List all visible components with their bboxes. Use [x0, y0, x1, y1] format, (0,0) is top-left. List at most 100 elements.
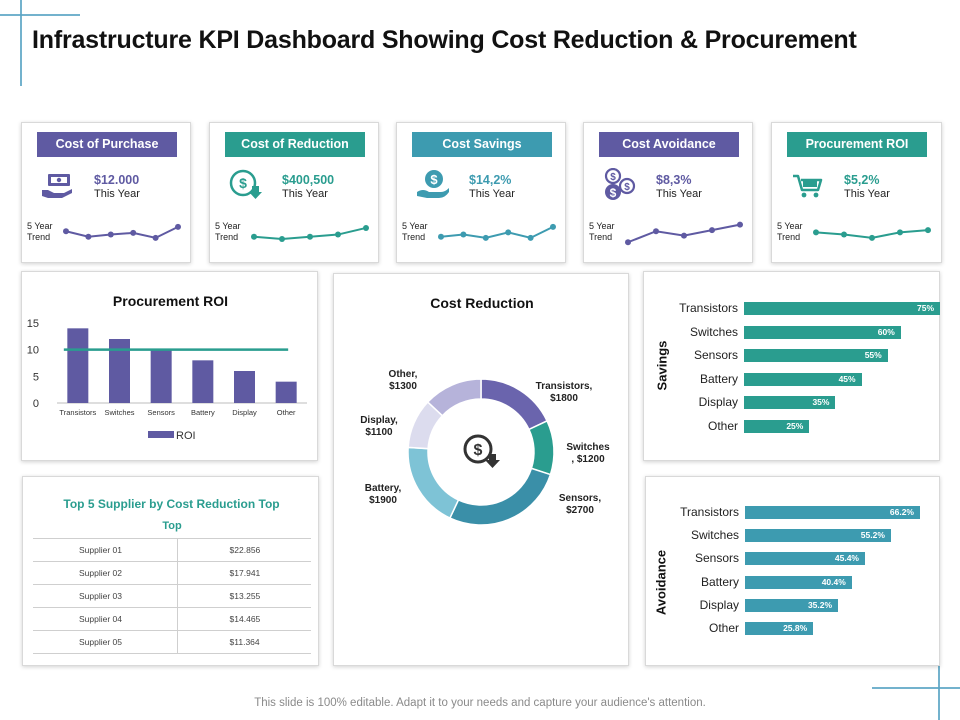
dollar-down-icon: $ [228, 168, 264, 202]
kpi-value: $8,3% [656, 173, 692, 187]
kpi-trend-label: 5 Year Trend [777, 221, 803, 242]
cost-reduction-chart: Transistors, $1800 Switches, $1200 Sensors,… [360, 369, 610, 526]
sparkline-point [505, 229, 512, 236]
sparkline-point [460, 231, 467, 238]
roi-ytick: 15 [27, 318, 39, 330]
svg-text:$: $ [610, 172, 616, 183]
hbar-category-label: Switches [689, 324, 738, 339]
hbar-value-label: 35.2% [807, 599, 833, 610]
sparkline-point [482, 234, 489, 241]
hbar-category-label: Other [707, 419, 738, 433]
donut-data-label: Other, $1300 [389, 369, 418, 392]
table-row: Supplier 05 $11.364 [33, 630, 311, 654]
roi-bar [109, 339, 130, 403]
kpi-card-5: Procurement ROI $5,2% This Year 5 Year Tren… [771, 122, 942, 263]
sparkline-point [625, 239, 631, 246]
sparkline-point [709, 227, 715, 234]
kpi-card-3: Cost Savings $ $14,2% This Year 5 Year Trend [396, 122, 566, 263]
sparkline-point [152, 234, 159, 241]
hbar-value-label: 60% [877, 326, 895, 337]
sparkline-point [550, 223, 556, 230]
hbar-category-label: Switches [690, 528, 739, 543]
procurement-roi-chart: 0 5 10 15 Transistors Switches Sensors Battery D… [27, 318, 307, 442]
hbar-sensors: 55% [744, 349, 888, 363]
kpi-card-2: Cost of Reduction $ $400,500 This Year 5 Yea… [209, 122, 379, 263]
hbar-value-label: 25.8% [783, 623, 808, 633]
sparkline-point [279, 235, 285, 242]
sparkline-point [527, 234, 534, 241]
supplier-value: $17.941 [176, 561, 311, 585]
roi-legend-swatch [148, 431, 174, 438]
kpi-value: $12.000 [94, 173, 140, 187]
donut-data-label: Sensors, $2700 [559, 493, 601, 516]
kpi-value: $14,2% [469, 173, 512, 187]
donut-slice-battery [407, 446, 460, 520]
dollar-hand-icon: $ [415, 168, 451, 202]
svg-text:$: $ [624, 182, 630, 193]
roi-xtick: Sensors [147, 408, 175, 417]
table-row: Supplier 04 $14.465 [33, 607, 311, 631]
sparkline-point [653, 228, 659, 235]
svg-text:$: $ [239, 175, 247, 191]
hbar-other: 25.8% [745, 622, 814, 635]
svg-text:$: $ [474, 442, 483, 459]
supplier-panel: Top 5 Supplier by Cost Reduction Top Top… [22, 476, 319, 666]
roi-legend-label: ROI [176, 430, 196, 442]
roi-bar [150, 349, 172, 403]
decor-stroke-top-h [0, 14, 80, 16]
supplier-table-title: Top 5 Supplier by Cost Reduction Top [63, 497, 280, 511]
svg-text:$: $ [430, 172, 438, 187]
kpi-trend-label: 5 Year Trend [402, 221, 428, 242]
kpi-label: Cost Savings [412, 132, 552, 157]
hbar-value-label: 55% [864, 350, 882, 361]
hbar-switches: 55.2% [745, 529, 891, 543]
sparkline-point [307, 233, 313, 240]
table-row: Supplier 02 $17.941 [33, 561, 311, 585]
table-row: Supplier 01 $22.856 [33, 538, 311, 562]
avoidance-panel: Avoidance Transistors 66.2% Switches 55.2% S… [645, 476, 940, 666]
hbar-other: 25% [744, 420, 810, 433]
sparkline-line [440, 225, 554, 239]
hbar-value-label: 45.4% [834, 553, 859, 564]
sparkline-point [335, 231, 341, 238]
sparkline-point [251, 233, 257, 240]
hbar-category-label: Battery [700, 574, 739, 589]
roi-xtick: Display [232, 408, 257, 417]
procurement-roi-title: Procurement ROI [112, 293, 229, 309]
dollar-down-icon: $ [463, 434, 500, 468]
kpi-trend-label: 5 Year Trend [215, 221, 241, 242]
money-hand-icon [40, 168, 76, 202]
roi-xtick: Battery [191, 408, 215, 417]
sparkline-point [438, 233, 444, 240]
hbar-category-label: Transistors [679, 301, 738, 315]
kpi-period: This Year [844, 188, 890, 200]
hbar-value-label: 35% [812, 397, 830, 408]
sparkline-point [737, 221, 743, 228]
roi-bar [234, 371, 255, 403]
supplier-name: Supplier 03 [33, 584, 178, 608]
hbar-category-label: Other [708, 621, 739, 635]
hbar-category-label: Transistors [680, 505, 739, 519]
hbar-value-label: 55.2% [860, 530, 885, 541]
hbar-battery: 40.4% [745, 575, 852, 589]
decor-stroke-bottom-v [938, 664, 940, 720]
kpi-value: $400,500 [282, 173, 335, 187]
supplier-name: Supplier 04 [33, 607, 178, 631]
savings-panel: Savings Transistors 75% Switches 60% Sensors… [643, 271, 940, 461]
donut-slice-switches [527, 419, 555, 476]
hbar-value-label: 25% [786, 421, 804, 431]
hbar-sensors: 45.4% [745, 552, 865, 566]
supplier-value: $14.465 [176, 607, 311, 631]
hbar-category-label: Display [699, 597, 739, 612]
page-title: Infrastructure KPI Dashboard Showing Cos… [32, 26, 857, 54]
sparkline-point [85, 233, 92, 240]
hbar-category-label: Battery [699, 371, 738, 386]
donut-data-label: Switches, $1200 [566, 442, 610, 465]
cart-icon [790, 168, 826, 202]
supplier-table-header: Top [33, 515, 311, 539]
hbar-transistors: 75% [744, 302, 940, 315]
supplier-table-header-row: Top [33, 515, 311, 539]
roi-ytick: 0 [33, 398, 39, 410]
savings-axis-label: Savings [654, 340, 670, 391]
kpi-label: Procurement ROI [787, 132, 927, 157]
